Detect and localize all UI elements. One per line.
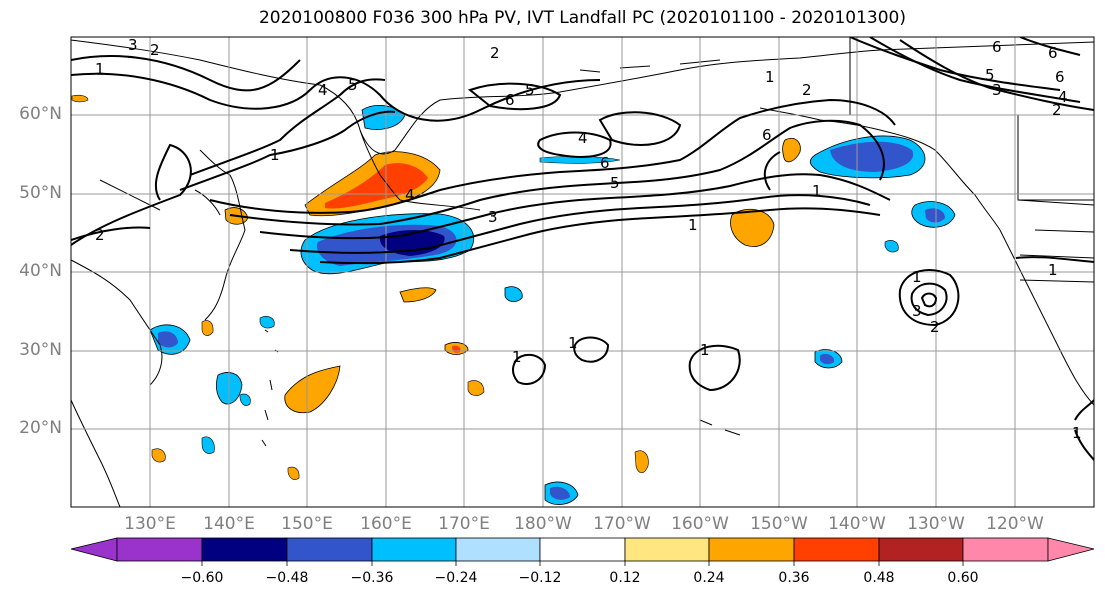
contour-label-5: 5 xyxy=(985,66,995,84)
colorbar-tick-2: −0.48 xyxy=(265,570,309,586)
contour-label-1: 1 xyxy=(688,216,698,234)
contour-label-6: 6 xyxy=(1048,44,1058,62)
contour-label-4: 4 xyxy=(318,81,328,99)
map-title: 2020100800 F036 300 hPa PV, IVT Landfall… xyxy=(258,8,906,28)
contour-label-3: 3 xyxy=(912,302,922,320)
map-frame xyxy=(70,36,1095,508)
contour-label-4: 4 xyxy=(405,186,415,204)
contour-label-group: 1 2 3 2 1 5 4 2 6 5 4 6 5 4 3 1 1 2 6 6 xyxy=(95,36,1082,442)
pv-contours xyxy=(71,37,1094,461)
contour-label-6: 6 xyxy=(992,38,1002,56)
lon-label-160e: 160°E xyxy=(360,514,412,534)
lat-label-60n: 60°N xyxy=(19,104,62,124)
contour-label-5: 5 xyxy=(348,76,358,94)
colorbar-tick-5: −0.12 xyxy=(518,570,562,586)
lon-label-130e: 130°E xyxy=(124,514,176,534)
colorbar-bin-2 xyxy=(201,537,288,562)
colorbar xyxy=(70,537,1095,566)
colorbar-bin-7 xyxy=(624,537,710,562)
lon-label-120w: 120°W xyxy=(986,514,1044,534)
colorbar-bin-6 xyxy=(539,537,626,562)
lon-label-170w: 170°W xyxy=(593,514,651,534)
lon-label-150w: 150°W xyxy=(750,514,808,534)
contour-label-1: 1 xyxy=(568,334,578,352)
contour-label-1: 1 xyxy=(912,268,922,286)
colorbar-tick-1: −0.60 xyxy=(180,570,224,586)
colorbar-tick-4: −0.24 xyxy=(434,570,478,586)
colorbar-tick-10: 0.60 xyxy=(947,570,979,586)
contour-label-2: 2 xyxy=(1052,101,1062,119)
contour-label-6: 6 xyxy=(600,154,610,172)
lon-label-140e: 140°E xyxy=(203,514,255,534)
contour-label-1: 1 xyxy=(1072,424,1082,442)
contour-label-2: 2 xyxy=(802,81,812,99)
colorbar-bin-10 xyxy=(878,537,964,562)
contour-label-1: 1 xyxy=(765,68,775,86)
contour-label-1: 1 xyxy=(95,60,105,78)
lat-label-30n: 30°N xyxy=(19,340,62,360)
colorbar-bin-8 xyxy=(708,537,795,562)
contour-label-6: 6 xyxy=(762,126,772,144)
contour-label-2: 2 xyxy=(930,318,940,336)
colorbar-tick-9: 0.48 xyxy=(863,570,895,586)
lon-label-170e: 170°E xyxy=(438,514,490,534)
lon-label-140w: 140°W xyxy=(828,514,886,534)
contour-label-2: 2 xyxy=(95,226,105,244)
colorbar-bin-3 xyxy=(286,537,373,562)
colorbar-bin-4 xyxy=(371,537,457,562)
colorbar-tick-8: 0.36 xyxy=(778,570,810,586)
colorbar-bin-5 xyxy=(455,537,541,562)
colorbar-tick-7: 0.24 xyxy=(693,570,725,586)
contour-label-1: 1 xyxy=(812,182,822,200)
colorbar-extend-high xyxy=(1047,537,1095,562)
graticule xyxy=(71,37,1094,507)
contour-label-6: 6 xyxy=(1055,68,1065,86)
contour-label-2: 2 xyxy=(150,41,160,59)
contour-label-3: 3 xyxy=(128,36,138,54)
contour-label-1: 1 xyxy=(700,341,710,359)
lon-label-160w: 160°W xyxy=(671,514,729,534)
colorbar-tick-6: 0.12 xyxy=(609,570,641,586)
colorbar-bin-11 xyxy=(962,537,1049,562)
contour-label-6: 6 xyxy=(505,91,515,109)
lat-label-50n: 50°N xyxy=(19,183,62,203)
contour-label-3: 3 xyxy=(488,208,498,226)
contour-label-4: 4 xyxy=(578,129,588,147)
lon-label-180w: 180°W xyxy=(514,514,572,534)
colorbar-bin-1 xyxy=(116,537,203,562)
contour-label-1: 1 xyxy=(270,146,280,164)
lat-label-20n: 20°N xyxy=(19,418,62,438)
colorbar-bin-9 xyxy=(793,537,880,562)
contour-label-5: 5 xyxy=(610,174,620,192)
contour-label-2: 2 xyxy=(490,44,500,62)
contour-label-3: 3 xyxy=(992,81,1002,99)
colorbar-extend-low xyxy=(70,537,118,562)
colorbar-tick-3: −0.36 xyxy=(350,570,394,586)
lon-label-150e: 150°E xyxy=(281,514,333,534)
lon-label-130w: 130°W xyxy=(907,514,965,534)
contour-label-4: 4 xyxy=(1058,88,1068,106)
contour-label-1: 1 xyxy=(512,348,522,366)
lat-label-40n: 40°N xyxy=(19,261,62,281)
contour-label-1: 1 xyxy=(1048,261,1058,279)
contour-label-5: 5 xyxy=(525,81,535,99)
